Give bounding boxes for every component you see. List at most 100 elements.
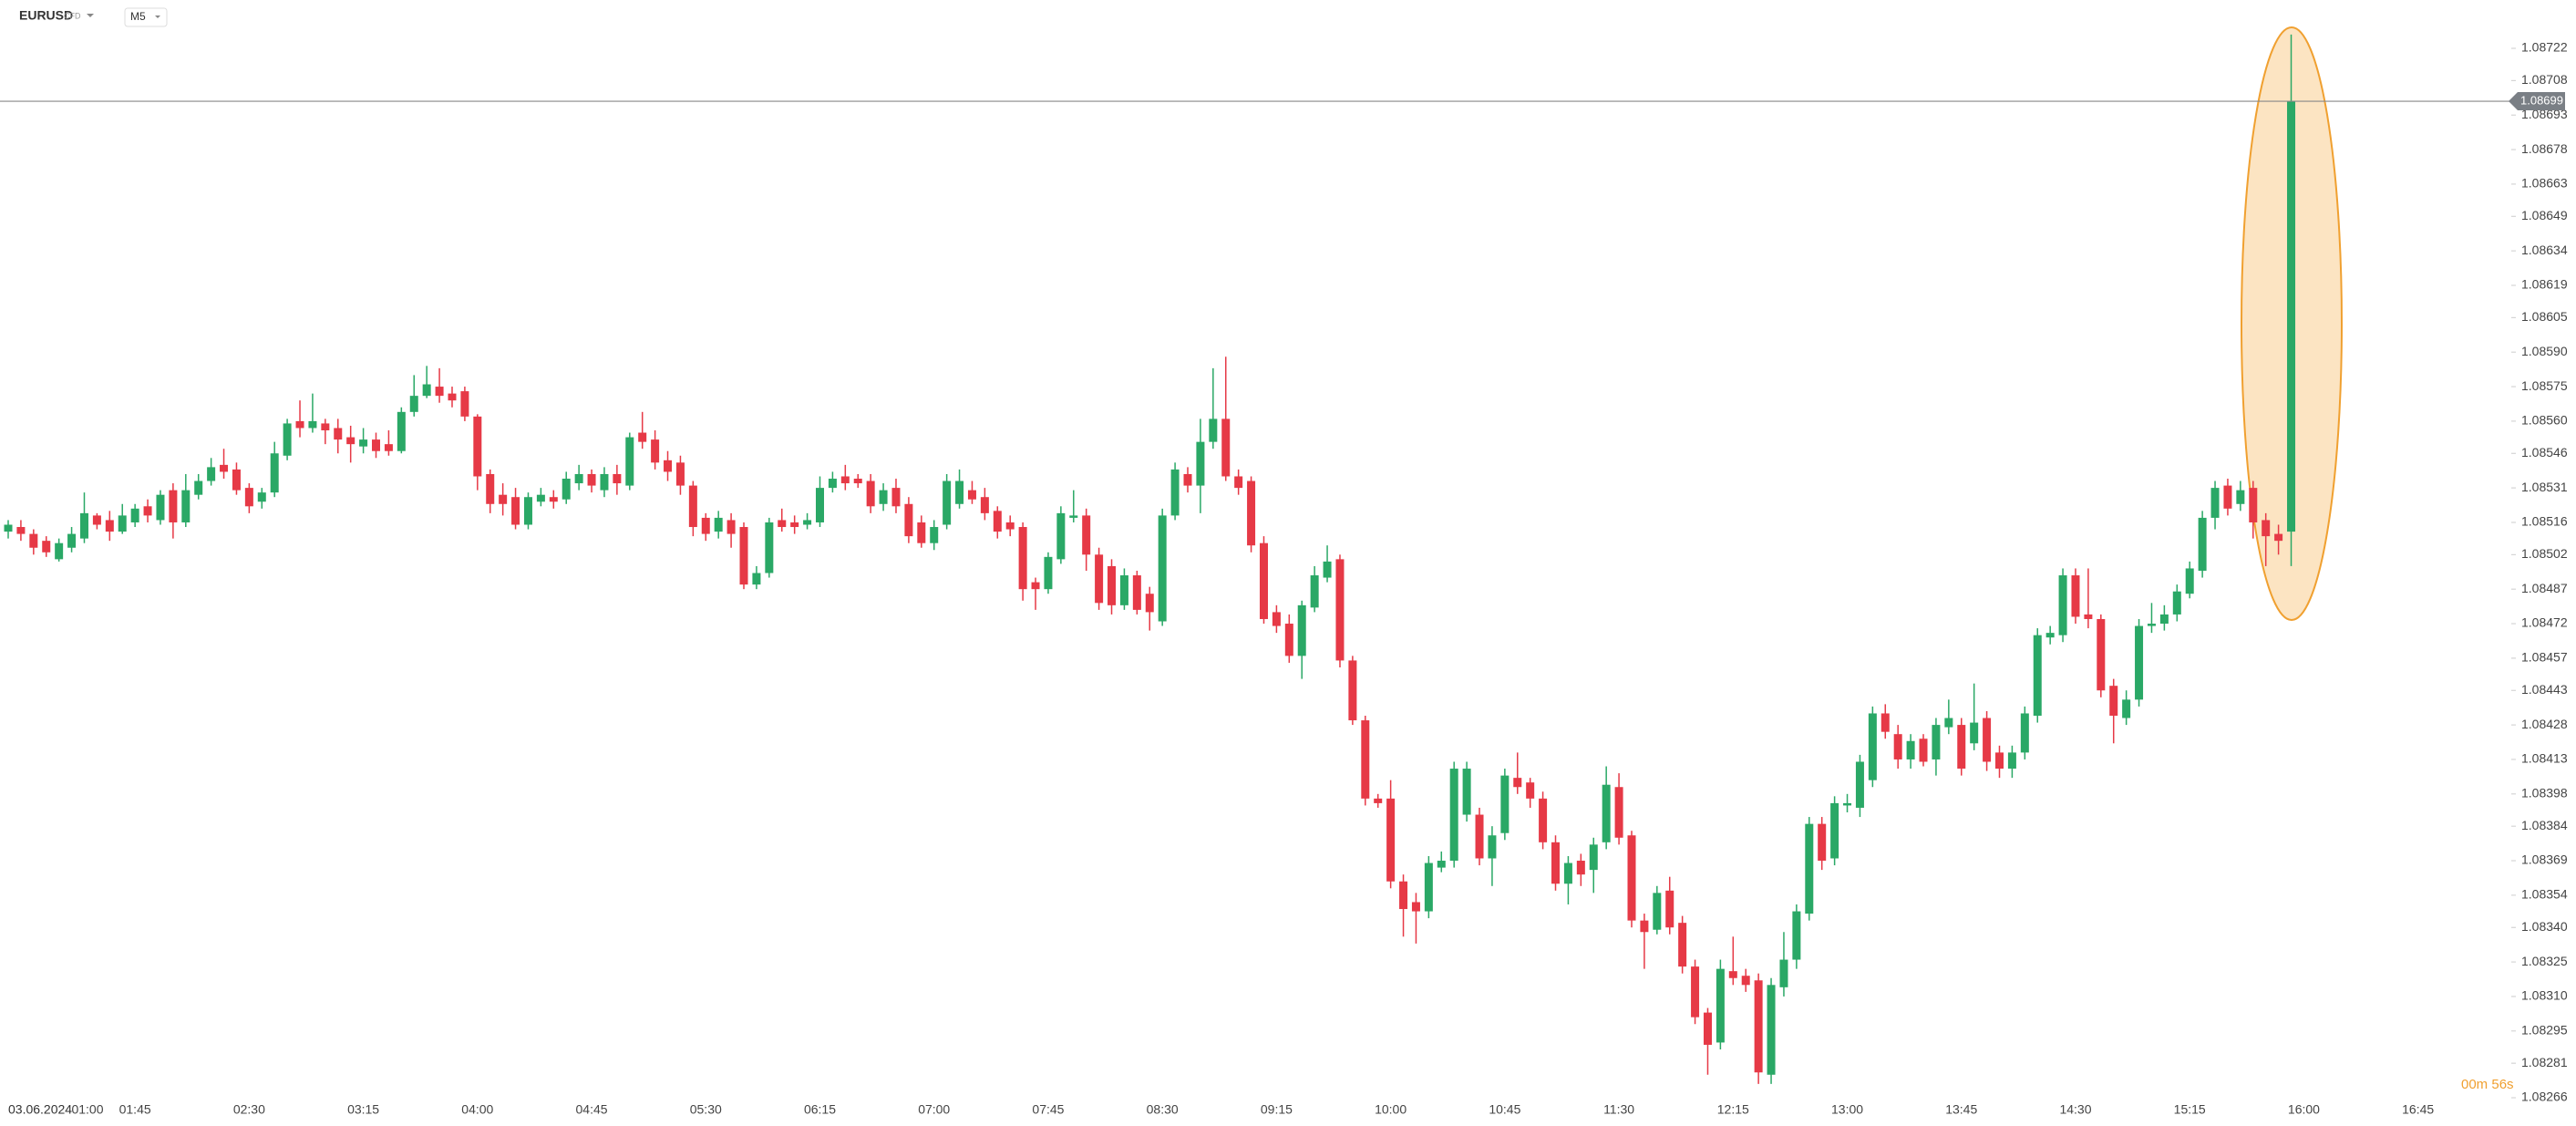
x-tick-label: 14:30: [2059, 1102, 2091, 1117]
symbol-caret[interactable]: [87, 14, 94, 17]
candle: [917, 515, 926, 548]
countdown: 00m 56s: [2461, 1077, 2514, 1092]
candle-body: [2058, 575, 2067, 635]
x-tick-label: 13:00: [1831, 1102, 1863, 1117]
candle: [1399, 874, 1408, 937]
candle: [943, 473, 952, 530]
y-tick-label: 1.08325: [2521, 954, 2568, 968]
candle-body: [1119, 575, 1128, 605]
candle: [574, 464, 583, 491]
candle: [2135, 618, 2144, 707]
candle: [1843, 793, 1852, 813]
candle-body: [257, 492, 266, 502]
y-tick-label: 1.08619: [2521, 277, 2568, 292]
x-tick-label: 12:15: [1717, 1102, 1749, 1117]
candle-body: [549, 497, 558, 502]
candle: [1374, 793, 1383, 808]
candle-body: [1386, 798, 1396, 882]
candle-body: [511, 497, 520, 525]
candle-body: [1703, 1012, 1712, 1045]
candle-body: [1728, 971, 1737, 978]
candle-body: [2097, 618, 2106, 691]
candle-body: [1411, 902, 1420, 912]
candle-body: [1221, 418, 1231, 477]
x-tick-label: 16:45: [2402, 1102, 2434, 1117]
candle: [675, 455, 685, 495]
symbol[interactable]: EURUSD: [19, 8, 73, 23]
candle-body: [1602, 784, 1611, 842]
y-tick-label: 1.08634: [2521, 243, 2568, 257]
y-tick-label: 1.08487: [2521, 581, 2568, 595]
candle: [2033, 628, 2042, 723]
candle-body: [1994, 752, 2004, 770]
candle: [1728, 936, 1737, 986]
candle-body: [1640, 920, 1649, 933]
candle: [2058, 568, 2067, 643]
candle: [130, 503, 139, 528]
candle: [1348, 656, 1357, 726]
timeframe-caret[interactable]: [155, 15, 160, 18]
candle-body: [2147, 624, 2156, 626]
candle-body: [1691, 966, 1700, 1018]
candle-body: [1970, 722, 1979, 744]
candle-body: [955, 480, 964, 504]
candle: [879, 483, 888, 511]
candle: [1221, 356, 1231, 481]
candle: [625, 432, 634, 491]
candle: [372, 432, 381, 459]
x-tick-label: 08:30: [1147, 1102, 1179, 1117]
marks: [4, 34, 2296, 1084]
timeframe[interactable]: M5: [130, 10, 146, 23]
y-tick-label: 1.08384: [2521, 818, 2568, 832]
candle: [1018, 522, 1027, 601]
candle-body: [1716, 968, 1725, 1043]
candle-body: [803, 520, 812, 525]
candle-body: [1893, 734, 1902, 759]
candle: [904, 497, 913, 543]
candle: [1259, 536, 1268, 625]
candle-body: [1424, 863, 1433, 912]
candle: [866, 473, 875, 513]
candle: [1170, 462, 1180, 521]
y-tick-label: 1.08310: [2521, 988, 2568, 1003]
candle-body: [1653, 893, 1662, 930]
x-tick-label: 03:15: [347, 1102, 379, 1117]
candle-body: [67, 533, 77, 548]
y-tick-label: 1.08340: [2521, 919, 2568, 934]
candle: [1449, 761, 1458, 868]
x-tick-label: 11:30: [1603, 1102, 1634, 1117]
candle: [473, 414, 482, 491]
candle-body: [1944, 718, 1953, 728]
candle-body: [1095, 554, 1104, 604]
candle-body: [422, 384, 431, 397]
candle-body: [372, 439, 381, 451]
y-tick-label: 1.08560: [2521, 413, 2568, 428]
candle-body: [2210, 488, 2220, 518]
candle-body: [1906, 740, 1915, 759]
y-tick-label: 1.08722: [2521, 40, 2568, 55]
candle-body: [448, 393, 457, 401]
candle-body: [1297, 604, 1306, 656]
candle: [1893, 725, 1902, 770]
candle-body: [1272, 612, 1281, 626]
candle-body: [55, 542, 64, 560]
candle-body: [1475, 814, 1484, 859]
candle: [1284, 614, 1293, 663]
candle: [1627, 831, 1636, 928]
candle-body: [1932, 725, 1941, 759]
candle: [1056, 506, 1066, 564]
timeframe-button[interactable]: [124, 7, 168, 27]
candle: [1589, 837, 1598, 894]
candle: [1576, 853, 1585, 886]
candle: [688, 480, 697, 537]
candle: [169, 483, 178, 539]
y-tick-label: 1.08708: [2521, 72, 2568, 87]
candle-body: [321, 423, 330, 431]
candle: [2236, 480, 2245, 511]
candle-body: [714, 517, 723, 532]
candle-body: [1399, 881, 1408, 910]
candle: [714, 511, 723, 539]
candle-body: [574, 473, 583, 484]
candle-body: [651, 439, 660, 463]
